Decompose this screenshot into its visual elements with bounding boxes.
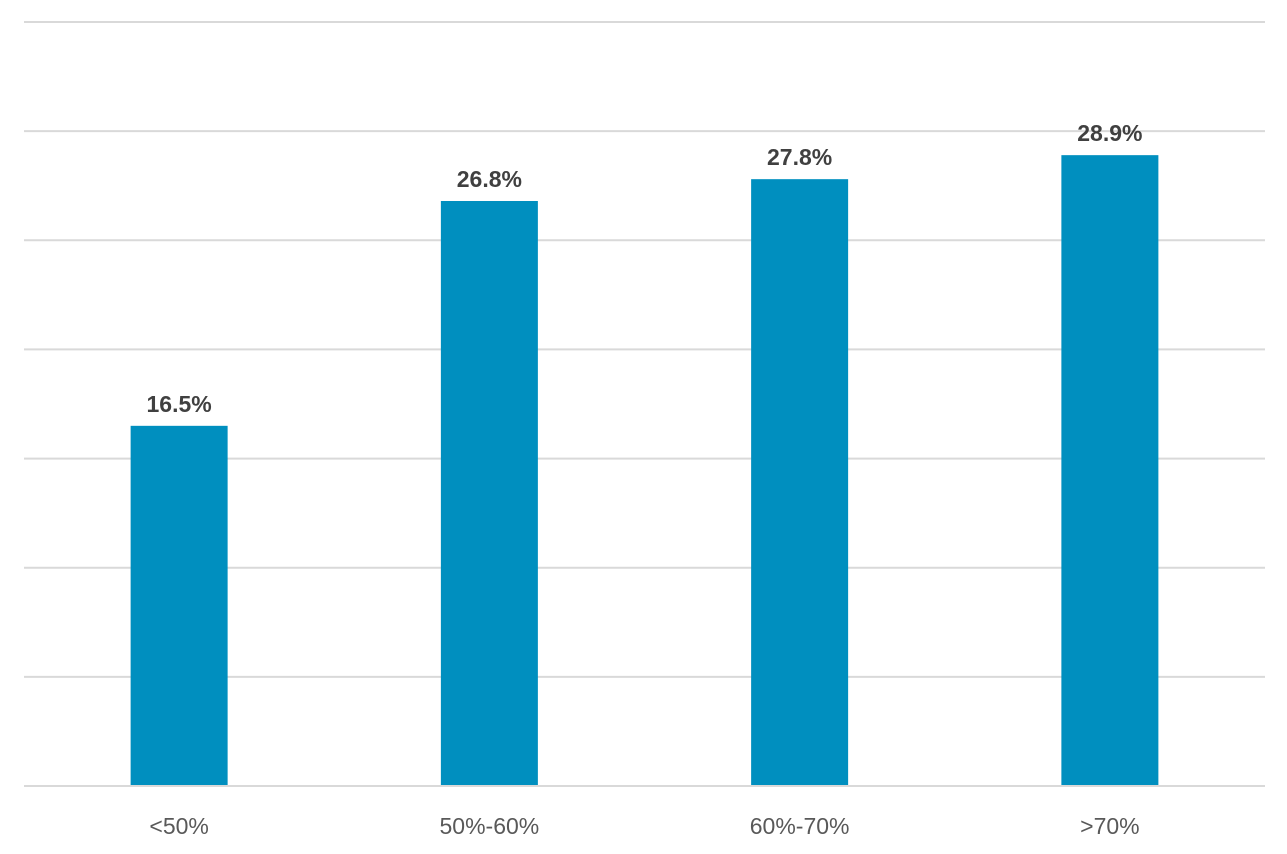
x-tick-label: >70% [1080, 813, 1139, 839]
x-tick-label: 50%-60% [440, 813, 540, 839]
data-label: 27.8% [767, 144, 832, 170]
x-tick-label: 60%-70% [750, 813, 850, 839]
data-label: 26.8% [457, 166, 522, 192]
bar [440, 200, 538, 787]
bar [1061, 155, 1159, 786]
x-tick-label: <50% [149, 813, 208, 839]
x-tick-labels: <50% 50%-60% 60%-70% >70% [149, 813, 1139, 839]
gridlines [24, 21, 1265, 678]
bar [751, 179, 849, 786]
data-label: 16.5% [147, 391, 212, 417]
data-labels: 16.5% 26.8% 27.8% 28.9% [147, 120, 1143, 417]
bars [130, 155, 1159, 787]
bar [130, 425, 228, 786]
data-label: 28.9% [1077, 120, 1142, 146]
